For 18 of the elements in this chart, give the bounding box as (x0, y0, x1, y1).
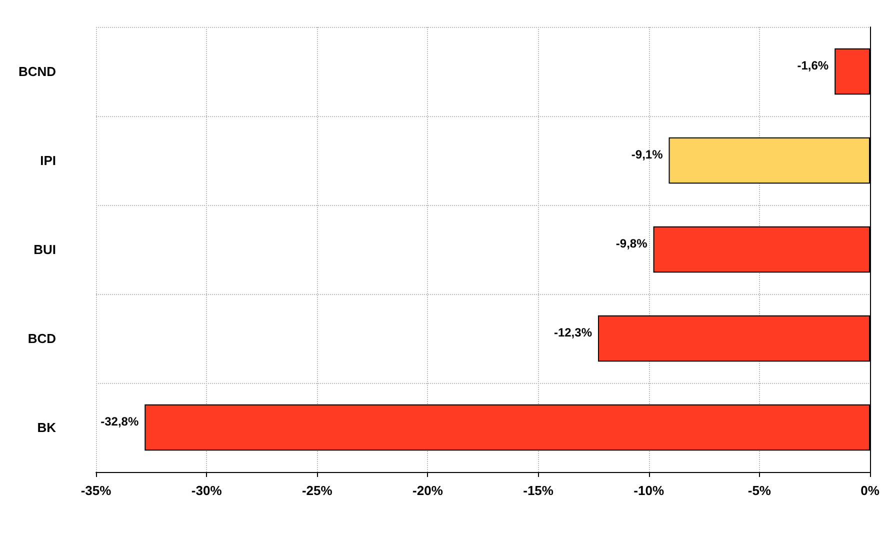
x-tick-label: -20% (412, 483, 444, 498)
x-tick-label: 0% (860, 483, 880, 498)
data-label: -12,3% (554, 326, 592, 340)
x-tick-label: -5% (748, 483, 772, 498)
x-tick-label: -25% (302, 483, 333, 498)
x-tick-label: -30% (191, 483, 222, 498)
y-tick-label: BUI (34, 242, 56, 257)
x-tick-label: -15% (523, 483, 554, 498)
data-label: -32,8% (100, 414, 139, 428)
x-tick-label: -10% (634, 483, 664, 498)
y-tick-label: IPI (40, 153, 56, 168)
y-tick-label: BK (37, 420, 57, 435)
data-label: -1,6% (797, 58, 829, 72)
data-label: -9,1% (631, 148, 664, 162)
y-tick-label: BCD (28, 331, 56, 346)
x-tick-label: -35% (80, 483, 112, 498)
data-label: -9,8% (616, 236, 648, 250)
y-tick-label: BCND (18, 64, 56, 79)
